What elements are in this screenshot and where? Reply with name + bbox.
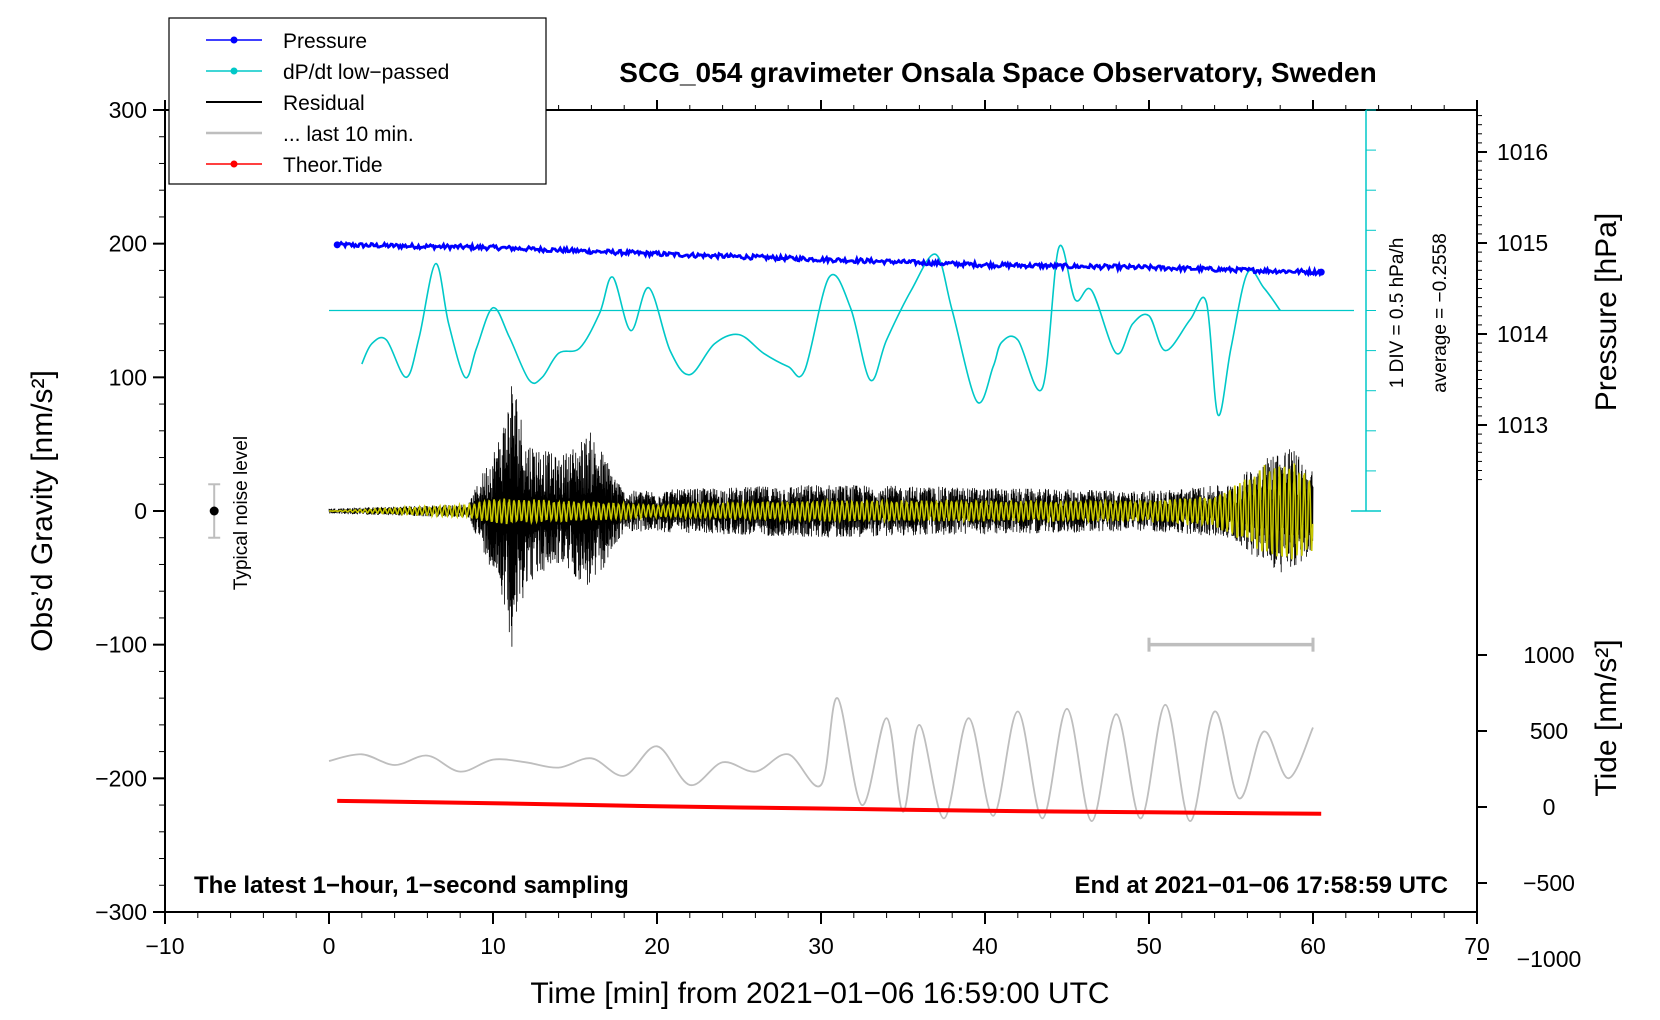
y-tick-label: 0	[134, 498, 147, 524]
y-axis-label-left: Obs’d Gravity [nm/s²]	[26, 370, 59, 652]
chart-title: SCG_054 gravimeter Onsala Space Observat…	[619, 57, 1376, 88]
legend-item-last10: ... last 10 min.	[206, 123, 414, 146]
pressure-tick-label: 1015	[1497, 230, 1548, 256]
tide-tick-label: 500	[1530, 718, 1568, 744]
axes-layer: −10 0 10 20 30 40 50 60 703002001000−100−200−300…	[95, 97, 1582, 972]
legend-item-tide: Theor.Tide	[206, 154, 383, 177]
x-tick-label: 20	[644, 933, 670, 959]
tide-tick-label: −500	[1523, 870, 1575, 896]
x-tick-label: −10	[145, 933, 184, 959]
legend-label-tide: Theor.Tide	[283, 154, 383, 177]
legend-item-residual: Residual	[206, 92, 365, 115]
x-axis-label: Time [min] from 2021−01−06 16:59:00 UTC	[530, 977, 1109, 1010]
pressure-line	[336, 240, 1323, 278]
tide-tick-label: 0	[1543, 794, 1556, 820]
end-time-note: End at 2021−01−06 17:58:59 UTC	[1074, 872, 1448, 899]
x-tick-label: 60	[1300, 933, 1326, 959]
x-tick-label: 30	[808, 933, 834, 959]
y-tick-label: −100	[95, 632, 147, 658]
theoretical-tide-line	[337, 798, 1322, 816]
legend-label-dpdt: dP/dt low−passed	[283, 61, 449, 84]
x-tick-label: 0	[323, 933, 336, 959]
dpdt-lowpassed-line	[361, 244, 1281, 417]
x-tick-label: 70	[1464, 933, 1490, 959]
legend-item-pressure: Pressure	[206, 30, 367, 53]
y-axis-label-tide: Tide [nm/s²]	[1590, 639, 1623, 796]
legend-label-pressure: Pressure	[283, 30, 367, 53]
legend: Pressure dP/dt low−passed Residual ... l…	[168, 17, 547, 185]
dpdt-average-label: average = −0.2558	[1430, 233, 1451, 393]
dpdt-scale-label: 1 DIV = 0.5 hPa/h	[1387, 238, 1408, 389]
last-10-min-line	[328, 697, 1314, 823]
pressure-tick-label: 1014	[1497, 321, 1548, 347]
sampling-note: The latest 1−hour, 1−second sampling	[194, 872, 629, 899]
y-axis-label-pressure: Pressure [hPa]	[1590, 213, 1623, 411]
x-tick-label: 10	[480, 933, 506, 959]
y-tick-label: 300	[109, 97, 147, 123]
y-tick-label: −300	[95, 899, 147, 925]
y-tick-label: 200	[109, 231, 147, 257]
x-tick-label: 50	[1136, 933, 1162, 959]
pressure-tick-label: 1016	[1497, 139, 1548, 165]
pressure-end-point	[1317, 268, 1325, 276]
tide-tick-label: 1000	[1523, 642, 1574, 668]
legend-label-residual: Residual	[283, 92, 365, 115]
legend-label-last10: ... last 10 min.	[283, 123, 414, 146]
residual-line	[328, 386, 1314, 647]
series-layer	[328, 240, 1354, 823]
y-tick-label: 100	[109, 364, 147, 390]
noise-level-label: Typical noise level	[231, 436, 252, 590]
residual-filtered-line	[329, 463, 1314, 560]
tide-tick-label: −1000	[1517, 946, 1582, 972]
pressure-tick-label: 1013	[1497, 412, 1548, 438]
legend-item-dpdt: dP/dt low−passed	[206, 61, 449, 84]
pressure-start-point	[333, 241, 341, 249]
legend-marker-pressure	[230, 36, 238, 44]
y-tick-label: −200	[95, 765, 147, 791]
legend-marker-dpdt	[230, 67, 238, 75]
x-tick-label: 40	[972, 933, 998, 959]
noise-level-dot	[209, 506, 219, 516]
legend-marker-tide	[230, 160, 238, 168]
